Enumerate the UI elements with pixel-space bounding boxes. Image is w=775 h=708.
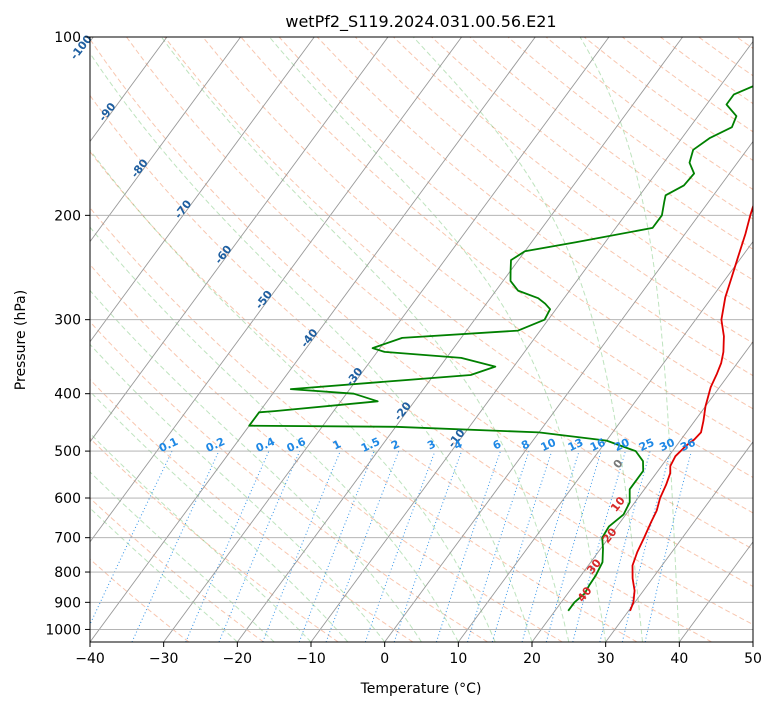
x-tick-label: −30	[149, 651, 179, 667]
dry-adiabat	[316, 37, 753, 377]
x-axis-ticks: −40 −30 −20 −10 0 10 20 30 40 50	[75, 642, 762, 667]
mixing-ratio-label: 30	[657, 436, 677, 454]
mixing-ratio-line	[262, 450, 341, 642]
x-tick-label: 10	[449, 651, 467, 667]
dry-adiabat	[90, 38, 753, 587]
mixing-ratio-label: 36	[678, 436, 698, 454]
x-tick-label: 20	[523, 651, 541, 667]
x-tick-label: −10	[296, 651, 326, 667]
x-tick-label: −20	[223, 651, 253, 667]
x-tick-label: 40	[670, 651, 688, 667]
y-tick-label: 1000	[45, 622, 81, 638]
moist-adiabat	[269, 37, 607, 642]
x-tick-label: −40	[75, 651, 105, 667]
y-tick-label: 400	[54, 387, 81, 403]
x-tick-label: 50	[744, 651, 762, 667]
moist-adiabat	[160, 37, 570, 642]
x-tick-label: 0	[380, 651, 389, 667]
mixing-ratio-label: 10	[539, 436, 559, 454]
isotherm	[90, 37, 241, 243]
moist-adiabat	[412, 37, 643, 642]
mixing-ratio-line	[521, 450, 580, 642]
y-tick-label: 900	[54, 595, 81, 611]
dry-adiabat	[90, 558, 190, 642]
temperature-profile	[629, 203, 753, 612]
dry-adiabat	[126, 37, 753, 550]
dry-adiabat	[90, 263, 563, 642]
isotherm	[90, 37, 315, 343]
dewpoint-profile	[248, 85, 753, 612]
mixing-ratio-line	[545, 450, 602, 642]
y-tick-label: 800	[54, 565, 81, 581]
dry-adiabat	[90, 94, 753, 626]
dry-adiabat	[90, 150, 712, 642]
y-tick-label: 300	[54, 313, 81, 329]
y-tick-label: 500	[54, 444, 81, 460]
x-axis-label: Temperature (°C)	[360, 681, 482, 697]
moist-adiabat	[90, 52, 533, 642]
moist-adiabat	[90, 149, 496, 642]
mixing-ratio-line	[599, 450, 651, 642]
mixing-ratio-line	[491, 450, 553, 642]
isotherm	[457, 240, 753, 642]
dry-adiabat	[164, 37, 753, 514]
isotherm	[384, 140, 753, 642]
y-axis-ticks: 100 200 300 400 500 600 700 800 900 1000	[45, 30, 90, 638]
isotherm	[310, 40, 753, 642]
mixing-ratio-line	[298, 450, 375, 642]
isotherm	[90, 37, 168, 143]
moist-adiabat	[579, 37, 680, 642]
mixing-ratio-line	[364, 450, 436, 642]
dry-adiabat	[90, 437, 339, 642]
dry-adiabat	[278, 37, 753, 410]
isotherm	[163, 37, 610, 642]
chart-title: wetPf2_S119.2024.031.00.56.E21	[285, 12, 556, 32]
moist-adiabat	[90, 289, 422, 642]
grid-lines	[90, 37, 753, 642]
isotherm	[531, 340, 753, 642]
isotherm	[90, 37, 462, 543]
y-axis-label: Pressure (hPa)	[13, 290, 29, 390]
dry-adiabat	[90, 207, 638, 642]
mixing-ratio-line	[467, 450, 530, 642]
isotherm	[90, 37, 536, 642]
x-tick-label: 30	[597, 651, 615, 667]
y-tick-label: 100	[54, 30, 81, 46]
mixing-ratio-line	[218, 450, 301, 642]
mixing-ratio-line	[435, 450, 501, 642]
mixing-ratio-line	[572, 450, 626, 642]
moist-adiabat	[90, 226, 459, 642]
profile-lines	[248, 85, 753, 612]
y-tick-label: 700	[54, 531, 81, 547]
moist-adiabat	[90, 390, 349, 642]
plot-frame	[89, 36, 754, 643]
y-tick-label: 200	[54, 208, 81, 224]
isotherm	[90, 37, 389, 443]
mixing-ratio-label: 25	[637, 436, 656, 454]
mixing-ratio-label: 16	[588, 436, 608, 454]
y-tick-label: 600	[54, 491, 81, 507]
dry-adiabat	[202, 37, 753, 479]
mixing-ratio-label: 13	[566, 436, 585, 454]
mixing-ratio-line	[325, 450, 400, 642]
isotherm	[605, 441, 753, 642]
mixing-ratio-label: 20	[612, 436, 632, 454]
isotherm	[236, 37, 683, 642]
